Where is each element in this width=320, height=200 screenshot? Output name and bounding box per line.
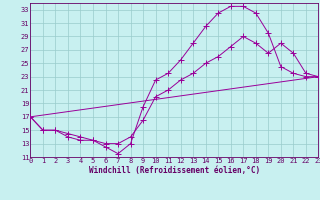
X-axis label: Windchill (Refroidissement éolien,°C): Windchill (Refroidissement éolien,°C): [89, 166, 260, 174]
